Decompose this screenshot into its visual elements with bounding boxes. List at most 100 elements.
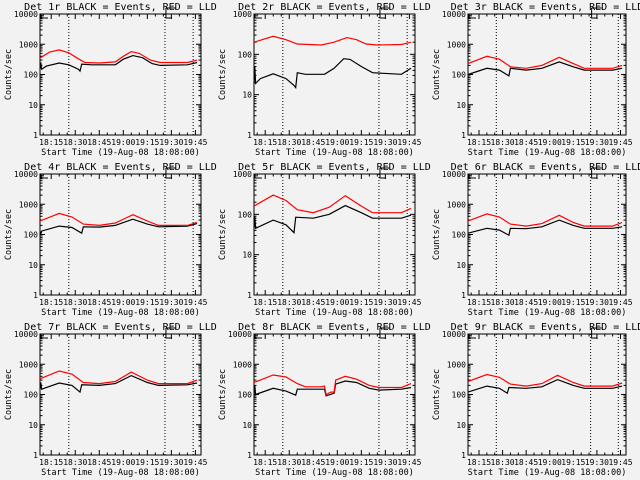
x-tick-label: 19:30	[585, 298, 609, 307]
plot-frame	[39, 333, 202, 456]
series-lld	[39, 212, 198, 227]
y-axis-label: Counts/sec	[432, 369, 442, 420]
interval-bracket	[591, 7, 602, 19]
interval-start-bracket	[468, 334, 476, 339]
panel-title: Det 9r BLACK = Events, RED = LLD	[451, 322, 640, 333]
plot-frame	[39, 13, 202, 136]
series-lld	[253, 374, 412, 396]
x-axis-label: Start Time (19-Aug-08 18:08:00)	[468, 148, 627, 158]
y-tick-label: 10	[242, 421, 252, 430]
y-tick-label: 1	[461, 291, 466, 300]
y-tick-label: 1000	[19, 360, 38, 369]
y-tick-label: 1	[247, 131, 252, 140]
y-tick-label: 10	[456, 261, 466, 270]
x-axis-label: Start Time (19-Aug-08 18:08:00)	[255, 468, 414, 478]
x-tick-label: 19:30	[159, 138, 183, 147]
series-lld	[39, 370, 198, 385]
panel-title: Det 5r BLACK = Events, RED = LLD	[238, 162, 431, 173]
y-axis-label: Counts/sec	[218, 369, 228, 420]
x-tick-label: 19:15	[561, 138, 585, 147]
x-axis-label: Start Time (19-Aug-08 18:08:00)	[41, 148, 200, 158]
interval-start-bracket	[40, 174, 48, 179]
plot-frame	[253, 333, 416, 456]
y-tick-label: 1	[247, 451, 252, 460]
x-tick-label: 19:15	[349, 458, 373, 467]
x-tick-label: 18:15	[467, 138, 491, 147]
x-tick-label: 19:00	[111, 138, 135, 147]
y-axis-label: Counts/sec	[218, 209, 228, 260]
x-tick-label: 19:45	[397, 298, 421, 307]
x-tick-label: 18:30	[277, 298, 301, 307]
y-tick-label: 10	[242, 91, 252, 100]
x-tick-label: 18:15	[253, 138, 277, 147]
series-lld	[467, 55, 623, 69]
panel-title: Det 3r BLACK = Events, RED = LLD	[451, 2, 640, 13]
y-tick-label: 1000	[233, 10, 252, 19]
x-tick-label: 18:15	[39, 138, 63, 147]
plot-frame	[253, 173, 416, 296]
y-tick-label: 1000	[233, 360, 252, 369]
series-events	[39, 218, 198, 235]
y-tick-label: 1	[247, 291, 252, 300]
y-tick-label: 100	[452, 391, 467, 400]
panel-title: Det 6r BLACK = Events, RED = LLD	[451, 162, 640, 173]
x-tick-label: 19:15	[561, 298, 585, 307]
panel-title: Det 1r BLACK = Events, RED = LLD	[24, 2, 217, 13]
x-tick-label: 19:15	[561, 458, 585, 467]
y-tick-label: 10000	[442, 10, 466, 19]
y-tick-label: 100	[24, 231, 39, 240]
interval-bracket	[379, 167, 390, 179]
y-tick-label: 1000	[19, 40, 38, 49]
x-tick-label: 19:45	[183, 298, 207, 307]
interval-bracket	[165, 7, 176, 19]
x-tick-label: 19:30	[373, 298, 397, 307]
y-tick-label: 1000	[447, 200, 466, 209]
y-tick-label: 100	[238, 391, 253, 400]
x-tick-label: 19:15	[135, 298, 159, 307]
x-tick-label: 18:30	[63, 458, 87, 467]
x-tick-label: 18:15	[467, 458, 491, 467]
y-tick-label: 10000	[14, 170, 38, 179]
x-tick-label: 18:30	[491, 138, 515, 147]
series-events	[467, 378, 623, 395]
x-tick-label: 18:30	[491, 458, 515, 467]
interval-bracket	[591, 167, 602, 179]
series-events	[467, 219, 623, 237]
y-tick-label: 10	[242, 251, 252, 260]
x-tick-label: 18:30	[277, 458, 301, 467]
interval-start-bracket	[254, 14, 262, 19]
x-tick-label: 19:45	[397, 458, 421, 467]
x-axis-label: Start Time (19-Aug-08 18:08:00)	[41, 468, 200, 478]
x-tick-label: 19:30	[159, 298, 183, 307]
x-tick-label: 18:45	[514, 298, 538, 307]
x-tick-label: 19:30	[159, 458, 183, 467]
y-tick-label: 10000	[14, 10, 38, 19]
series-events	[253, 58, 412, 90]
x-tick-label: 18:30	[277, 138, 301, 147]
series-lld	[253, 194, 412, 214]
y-tick-label: 10	[456, 101, 466, 110]
x-tick-label: 19:00	[538, 138, 562, 147]
x-tick-label: 19:30	[585, 138, 609, 147]
plot-frame	[467, 333, 627, 456]
x-tick-label: 18:45	[301, 138, 325, 147]
y-tick-label: 1	[33, 291, 38, 300]
x-tick-label: 19:00	[325, 458, 349, 467]
x-tick-label: 19:30	[373, 458, 397, 467]
series-events	[467, 61, 623, 77]
x-axis-label: Start Time (19-Aug-08 18:08:00)	[468, 308, 627, 318]
y-tick-label: 1	[33, 451, 38, 460]
x-tick-label: 19:45	[183, 458, 207, 467]
x-tick-label: 18:30	[491, 298, 515, 307]
y-tick-label: 10000	[442, 330, 466, 339]
interval-start-bracket	[254, 174, 262, 179]
interval-start-bracket	[254, 334, 262, 339]
series-lld	[39, 49, 198, 64]
